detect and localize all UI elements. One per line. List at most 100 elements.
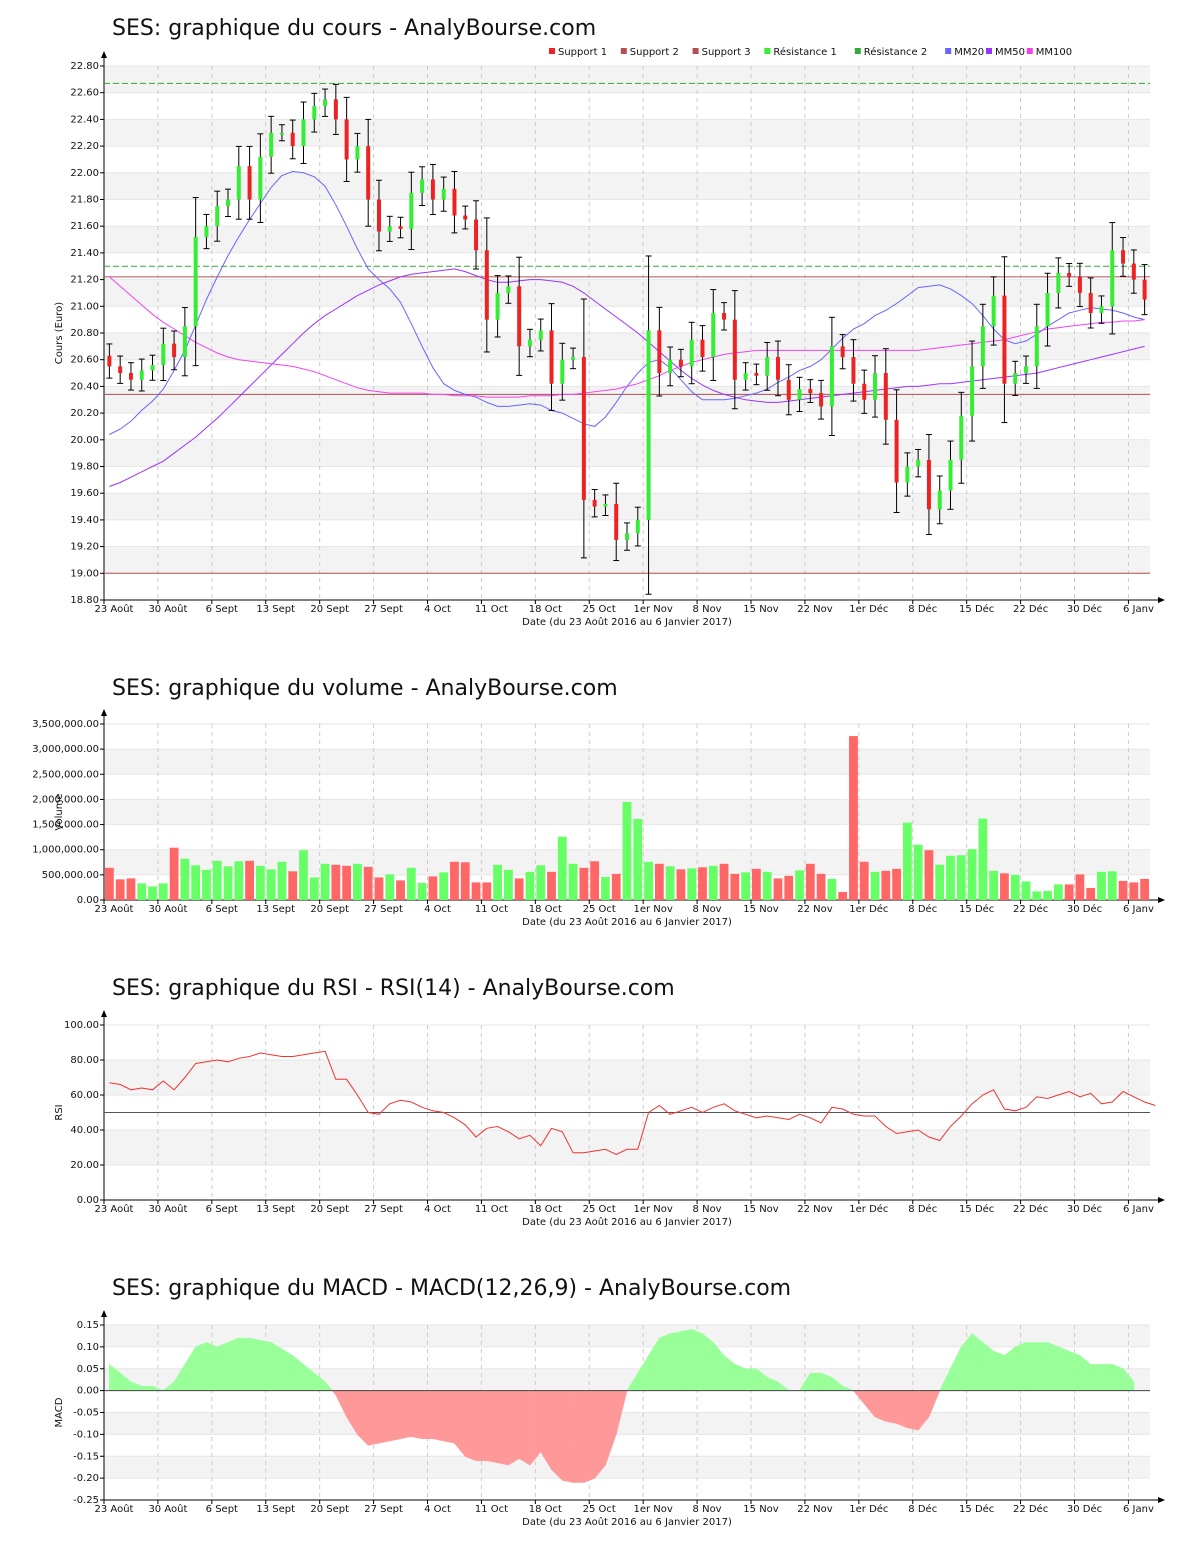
candle-up: [279, 132, 284, 135]
x-tick-label: 6 Sept: [206, 1504, 238, 1515]
y-tick-label: 21.60: [70, 221, 99, 232]
macd-area-positive: [680, 1329, 693, 1391]
candle-up: [150, 365, 155, 371]
legend-swatch: [620, 48, 627, 54]
chart-title: SES: graphique du cours - AnalyBourse.co…: [112, 16, 596, 41]
volume-bar: [428, 876, 438, 900]
candle-down: [592, 499, 597, 507]
macd-area-positive: [971, 1333, 984, 1391]
y-tick-label: 2,500,000.00: [32, 769, 99, 780]
volume-bar: [676, 869, 686, 900]
candle-up: [441, 188, 446, 200]
x-tick-label: 18 Oct: [529, 1504, 562, 1515]
legend-swatch: [945, 48, 952, 54]
macd-area-negative: [551, 1390, 563, 1482]
volume-bar: [1043, 890, 1052, 900]
grid-band: [104, 1060, 1150, 1095]
volume-bar: [773, 878, 783, 900]
legend-swatch: [764, 48, 771, 54]
volume-bar: [169, 847, 179, 900]
candle-up: [1056, 272, 1061, 293]
x-axis-label: Date (du 23 Août 2016 au 6 Janvier 2017): [522, 916, 732, 928]
macd-area-negative: [378, 1390, 391, 1444]
y-tick-label: 2,000,000.00: [32, 794, 99, 805]
candle-up: [948, 459, 953, 491]
x-tick-label: 1er Nov: [634, 604, 673, 615]
candle-up: [323, 99, 328, 107]
candle-up: [215, 206, 220, 227]
candle-down: [463, 215, 468, 220]
candle-down: [862, 383, 867, 400]
candle-down: [819, 393, 824, 407]
legend-item: Résistance 1: [773, 46, 836, 58]
y-tick-label: 19.20: [70, 542, 99, 553]
x-tick-label: 8 Nov: [693, 1504, 722, 1515]
macd-area-positive: [982, 1341, 994, 1391]
x-tick-label: 30 Août: [148, 1503, 187, 1515]
macd-area-negative: [594, 1390, 606, 1479]
x-tick-label: 6 Sept: [206, 1204, 238, 1215]
candle-up: [646, 330, 651, 520]
macd-area-negative: [529, 1390, 542, 1466]
x-tick-label: 23 Août: [95, 603, 134, 615]
x-tick-label: 13 Sept: [256, 604, 295, 615]
y-tick-label: 22.80: [70, 61, 99, 72]
x-tick-label: 1er Déc: [849, 903, 888, 915]
y-tick-label: 0.00: [77, 1386, 99, 1397]
grid-band: [104, 1456, 1150, 1479]
macd-area-positive: [1079, 1355, 1091, 1391]
macd-area-positive: [1025, 1342, 1038, 1391]
y-axis-arrow: [101, 709, 107, 716]
macd-area-positive: [1014, 1342, 1027, 1391]
volume-bar: [838, 891, 848, 900]
macd-area-negative: [874, 1390, 887, 1422]
candle-down: [614, 503, 619, 540]
candle-down: [452, 188, 457, 216]
x-tick-label: 18 Oct: [529, 1204, 562, 1215]
x-tick-label: 18 Oct: [529, 604, 562, 615]
volume-bar: [784, 875, 794, 900]
grid-band: [104, 1130, 1150, 1165]
volume-bar: [309, 877, 319, 900]
chart-title: SES: graphique du volume - AnalyBourse.c…: [112, 676, 618, 701]
volume-bar: [105, 867, 114, 900]
grid-band: [104, 333, 1150, 360]
macd-area-positive: [659, 1333, 671, 1391]
grid-band: [104, 439, 1150, 467]
y-tick-label: 100.00: [64, 1020, 99, 1031]
volume-bar: [902, 822, 912, 900]
candle-up: [743, 373, 748, 380]
candle-up: [905, 466, 910, 483]
candle-down: [722, 312, 727, 320]
candle-down: [128, 373, 133, 380]
x-tick-label: 8 Déc: [908, 1203, 937, 1215]
volume-bar: [547, 871, 556, 900]
volume-bar: [439, 872, 449, 900]
volume-bar: [568, 863, 578, 900]
volume-bar: [741, 872, 751, 900]
volume-bar: [654, 863, 664, 900]
x-tick-label: 13 Sept: [256, 904, 295, 915]
volume-bar: [1086, 887, 1096, 900]
y-tick-label: 0.05: [77, 1364, 99, 1375]
macd-area-negative: [357, 1390, 369, 1447]
grid-band: [104, 119, 1150, 147]
volume-bar: [342, 865, 352, 900]
x-tick-label: 1er Déc: [849, 1503, 888, 1515]
x-tick-label: 15 Déc: [959, 603, 994, 615]
rsi-chart: SES: graphique du RSI - RSI(14) - AnalyB…: [54, 976, 1165, 1228]
candle-down: [398, 226, 403, 229]
y-axis-arrow: [101, 1310, 107, 1317]
legend-item: Support 2: [630, 47, 679, 58]
macd-chart: SES: graphique du MACD - MACD(12,26,9) -…: [54, 1276, 1165, 1528]
macd-area-positive: [1111, 1363, 1124, 1391]
x-tick-label: 27 Sept: [364, 1504, 403, 1515]
x-tick-label: 8 Déc: [908, 1503, 937, 1515]
x-axis-arrow: [1158, 1197, 1165, 1203]
volume-bar: [708, 865, 718, 900]
volume-bar: [374, 877, 384, 900]
grid-band: [104, 1412, 1150, 1435]
legend-item: Support 3: [702, 47, 751, 58]
x-tick-label: 30 Août: [148, 1203, 187, 1215]
volume-bar: [622, 801, 632, 900]
